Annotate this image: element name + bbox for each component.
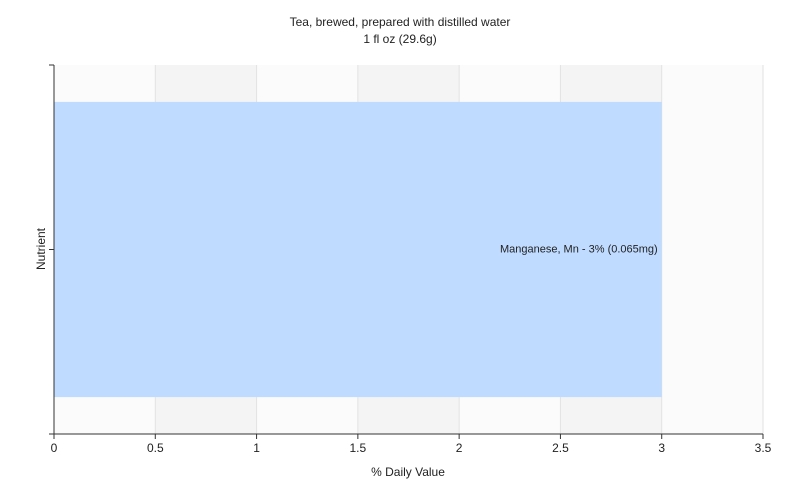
x-tick-label: 1 <box>253 441 260 455</box>
x-tick-label: 0.5 <box>147 441 164 455</box>
x-tick-label: 2 <box>456 441 463 455</box>
x-tick-label: 3 <box>658 441 665 455</box>
plot-band <box>661 65 763 434</box>
chart-subtitle: 1 fl oz (29.6g) <box>363 32 436 46</box>
chart-title: Tea, brewed, prepared with distilled wat… <box>290 15 511 29</box>
x-axis-label: % Daily Value <box>371 465 445 479</box>
x-tick-label: 0 <box>51 441 58 455</box>
x-tick-label: 1.5 <box>350 441 367 455</box>
y-axis-label: Nutrient <box>34 227 48 270</box>
x-tick-label: 2.5 <box>552 441 569 455</box>
bar <box>54 101 662 398</box>
value-label: Manganese, Mn - 3% (0.065mg) <box>500 243 658 255</box>
x-tick-label: 3.5 <box>755 441 772 455</box>
